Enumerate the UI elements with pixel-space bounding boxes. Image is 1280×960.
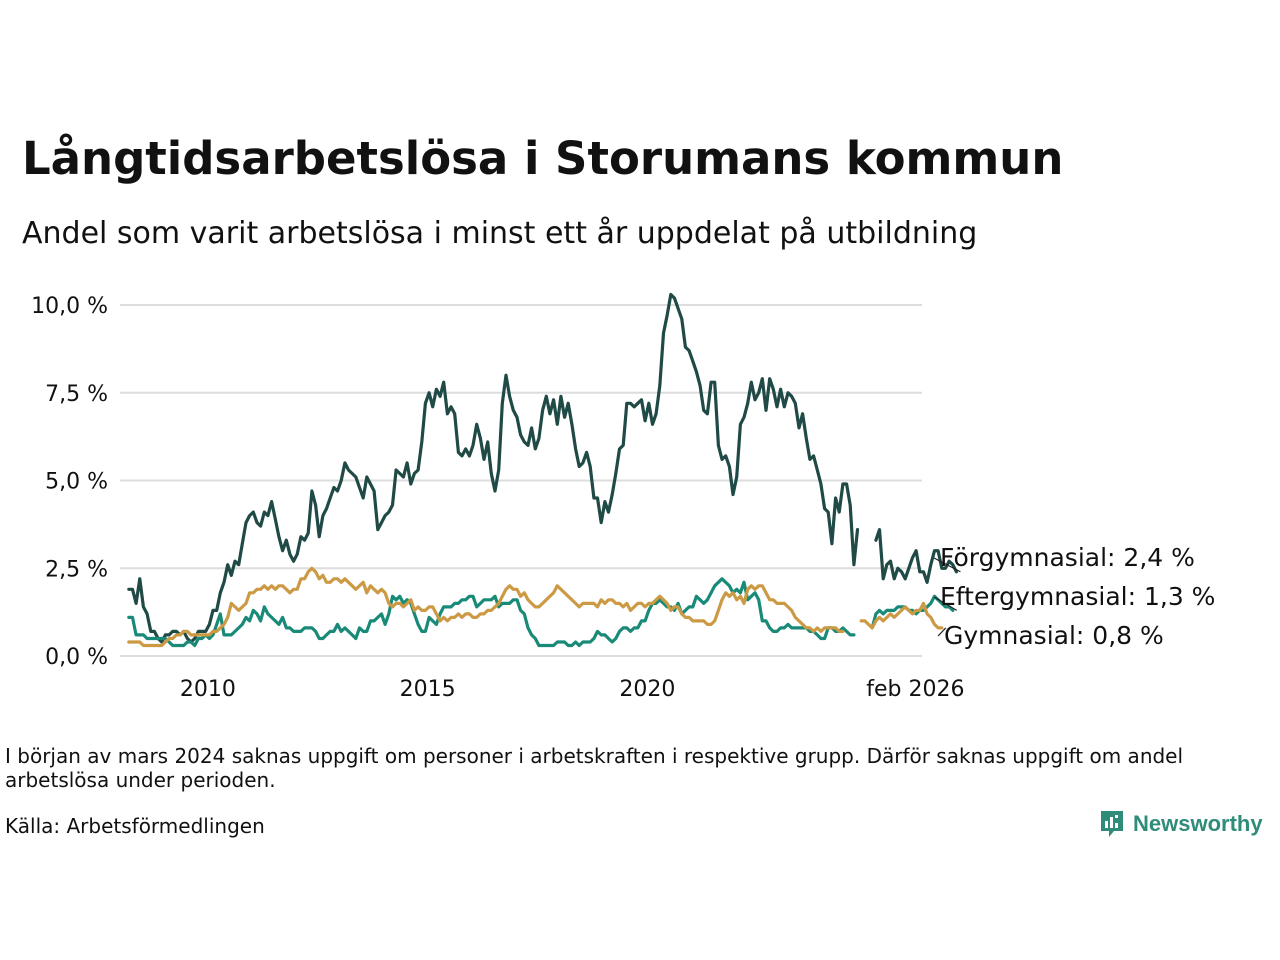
series-line-gymnasial xyxy=(127,566,845,648)
series-line-eftergymnasial xyxy=(870,594,955,630)
label-leader-line xyxy=(933,596,958,611)
y-tick-label: 5,0 % xyxy=(45,470,108,495)
y-tick-label: 0,0 % xyxy=(45,645,108,670)
series-line-eftergymnasial xyxy=(127,577,856,648)
series-line-förgymnasial xyxy=(127,292,860,644)
series-line-förgymnasial xyxy=(874,528,958,584)
series-end-label: Eftergymnasial: 1,3 % xyxy=(940,582,1215,611)
series-end-label: Förgymnasial: 2,4 % xyxy=(940,543,1195,572)
newsworthy-logo: Newsworthy xyxy=(1099,809,1263,839)
series-end-label: Gymnasial: 0,8 % xyxy=(944,621,1164,650)
x-tick-label: 2010 xyxy=(180,677,236,702)
bar-chart-speech-icon xyxy=(1101,811,1123,837)
chart-note: I början av mars 2024 saknas uppgift om … xyxy=(5,744,1184,792)
chart-subtitle: Andel som varit arbetslösa i minst ett å… xyxy=(22,216,978,251)
chart-source: Källa: Arbetsförmedlingen xyxy=(5,814,265,838)
chart-title: Långtidsarbetslösa i Storumans kommun xyxy=(22,132,1064,185)
series-line-gymnasial xyxy=(859,601,944,630)
y-tick-label: 2,5 % xyxy=(45,557,108,582)
label-leader-line xyxy=(937,627,947,637)
x-tick-label: 2015 xyxy=(400,677,456,702)
logo-text: Newsworthy xyxy=(1133,811,1263,836)
y-tick-label: 7,5 % xyxy=(45,382,108,407)
x-tick-label: feb 2026 xyxy=(866,677,964,702)
x-tick-label: 2020 xyxy=(619,677,675,702)
label-leader-line xyxy=(933,557,961,573)
line-chart: 0,0 % 2,5 % 5,0 % 7,5 % 10,0 % 2010 2015 2020 fe… xyxy=(31,292,1215,702)
y-tick-label: 10,0 % xyxy=(31,294,108,319)
